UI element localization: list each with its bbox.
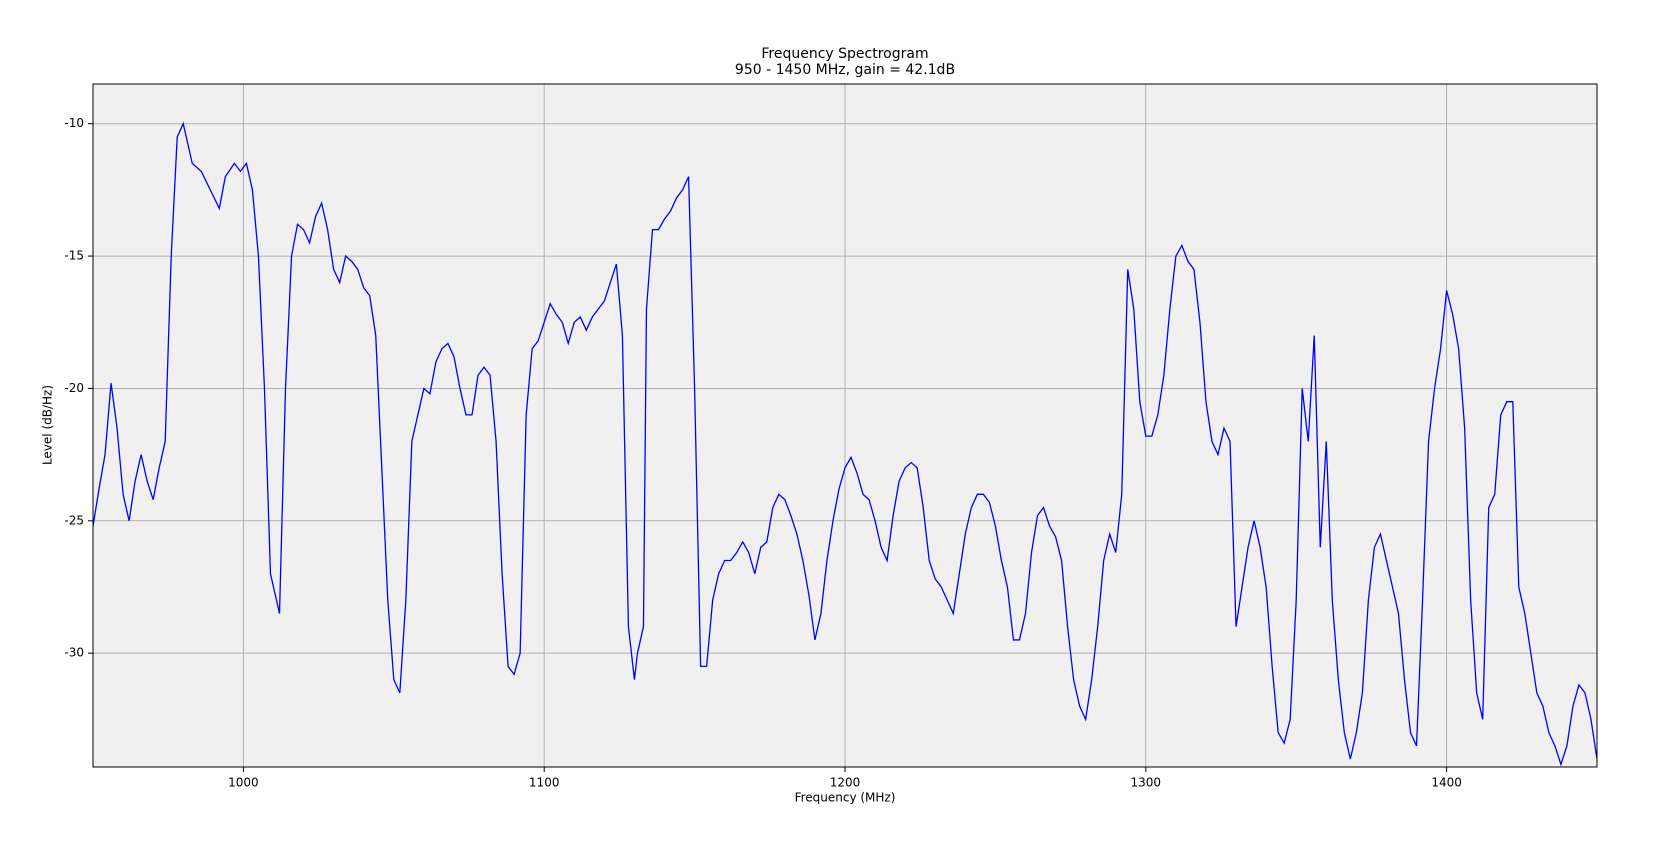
chart-title: Frequency Spectrogram [761, 46, 928, 62]
spectrum-line [93, 121, 1597, 767]
y-tick-label: -25 [64, 513, 84, 527]
y-tick-label: -20 [64, 381, 84, 395]
x-tick-label: 1000 [228, 776, 259, 790]
y-tick-label: -10 [64, 116, 84, 130]
chart-subtitle: 950 - 1450 MHz, gain = 42.1dB [735, 62, 955, 78]
y-tick-label: -30 [64, 646, 84, 660]
x-tick-label: 1300 [1131, 776, 1162, 790]
x-axis-label: Frequency (MHz) [795, 791, 896, 805]
y-axis-label: Level (dB/Hz) [41, 385, 55, 465]
x-tick-label: 1200 [830, 776, 861, 790]
x-tick-label: 1100 [529, 776, 560, 790]
plot-frame [92, 83, 1598, 768]
x-tick-label: 1400 [1431, 776, 1462, 790]
y-tick-label: -15 [64, 249, 84, 263]
